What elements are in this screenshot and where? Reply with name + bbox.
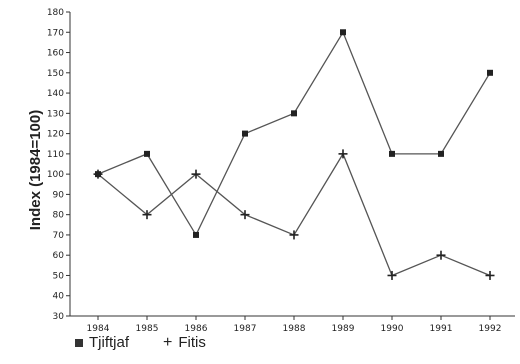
y-tick-label: 40 [53, 292, 65, 302]
y-tick-label: 180 [47, 8, 64, 18]
y-ticks: 30 40 50 60 70 80 90 100 110 120 130 140 150 160 170 18… [47, 8, 70, 322]
data-point-tjiftjaf [438, 150, 444, 157]
data-point-tjiftjaf [193, 231, 199, 238]
x-tick-label: 1986 [185, 324, 208, 334]
y-tick-label: 170 [47, 28, 64, 38]
y-axis-label: Index (1984=100) [27, 110, 44, 231]
square-marker-icon [75, 338, 83, 347]
y-tick-label: 70 [53, 231, 65, 241]
data-point-tjiftjaf [291, 110, 297, 117]
series-line-fitis [97, 152, 491, 277]
x-tick-label: 1988 [283, 324, 306, 334]
legend-item-tjiftjaf: Tjiftjaf [75, 334, 129, 351]
x-tick-label: 1992 [479, 324, 502, 334]
y-tick-label: 160 [47, 49, 64, 59]
legend-label-fitis: Fitis [178, 334, 206, 351]
y-tick-label: 150 [47, 69, 64, 79]
data-point-fitis [191, 169, 201, 179]
y-tick-label: 60 [53, 251, 65, 261]
data-point-tjiftjaf [487, 69, 493, 76]
x-tick-label: 1987 [234, 324, 257, 334]
y-tick-label: 30 [53, 312, 65, 322]
data-point-fitis [289, 230, 299, 240]
y-tick-label: 120 [47, 130, 64, 140]
data-point-fitis [240, 210, 250, 220]
series-line-tjiftjaf [97, 30, 491, 237]
data-point-fitis [436, 250, 446, 260]
data-point-tjiftjaf [144, 150, 150, 157]
data-point-tjiftjaf [242, 130, 248, 137]
series-markers [93, 29, 495, 280]
data-point-tjiftjaf [340, 29, 346, 36]
legend: Tjiftjaf + Fitis [0, 334, 520, 356]
y-tick-label: 100 [47, 170, 64, 180]
data-point-tjiftjaf [389, 150, 395, 157]
x-tick-label: 1984 [87, 324, 110, 334]
legend-item-fitis: + Fitis [163, 334, 206, 351]
data-point-fitis [338, 149, 348, 159]
data-point-fitis [142, 210, 152, 220]
y-tick-label: 110 [47, 150, 64, 160]
legend-label-tjiftjaf: Tjiftjaf [89, 334, 130, 351]
y-tick-label: 90 [53, 190, 65, 200]
y-tick-label: 130 [47, 109, 64, 119]
y-tick-label: 50 [53, 271, 65, 281]
data-point-fitis [485, 270, 495, 280]
axes [69, 12, 515, 317]
x-tick-label: 1989 [332, 324, 355, 334]
data-point-fitis [387, 270, 397, 280]
x-tick-label: 1991 [430, 324, 453, 334]
plus-marker-icon: + [163, 333, 173, 351]
data-point-fitis [93, 169, 103, 179]
x-tick-label: 1990 [381, 324, 404, 334]
x-tick-label: 1985 [136, 324, 159, 334]
x-ticks: 1984 1985 1986 1987 1988 1989 1990 1991 1992 [87, 316, 502, 334]
y-tick-label: 80 [53, 211, 65, 221]
y-tick-label: 140 [47, 89, 64, 99]
